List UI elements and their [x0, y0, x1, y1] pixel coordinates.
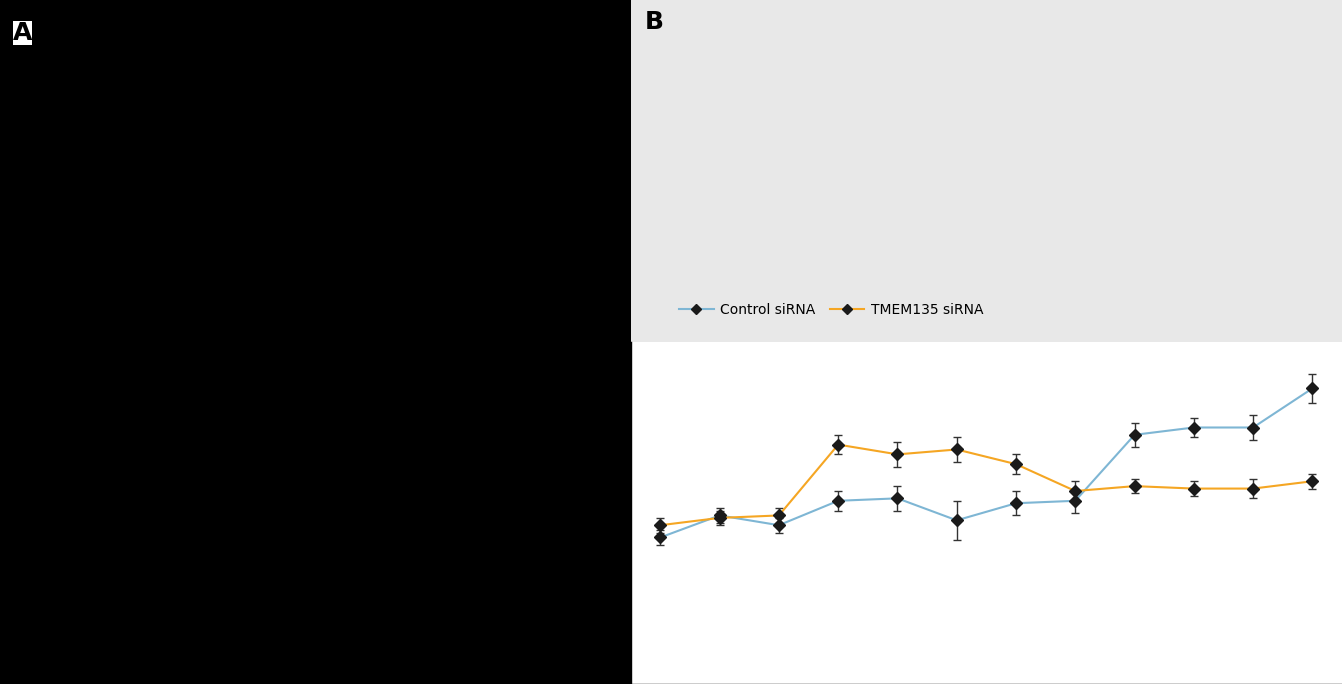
Legend: Control siRNA, TMEM135 siRNA: Control siRNA, TMEM135 siRNA: [674, 298, 989, 323]
Y-axis label: % of total cholesterol: % of total cholesterol: [582, 432, 597, 594]
Text: A: A: [12, 21, 32, 44]
Text: B: B: [646, 10, 664, 34]
Text: C: C: [545, 325, 564, 349]
